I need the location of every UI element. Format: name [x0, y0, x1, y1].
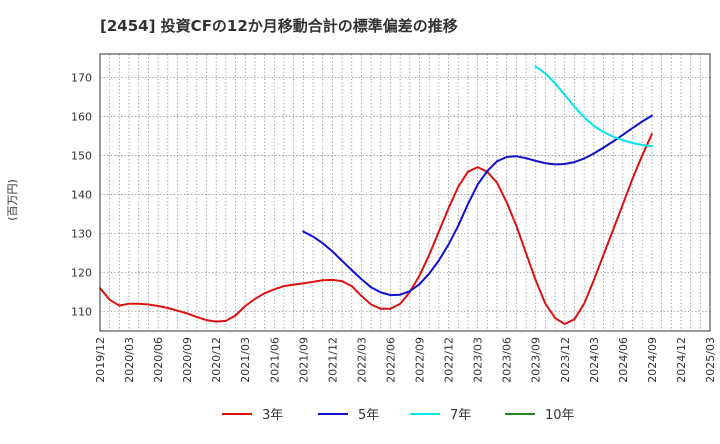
x-tick-label: 2022/09	[414, 337, 427, 383]
y-tick-label: 170	[71, 71, 92, 84]
series-layer	[99, 65, 653, 325]
plot-area	[100, 54, 710, 331]
x-tick-label: 2020/03	[123, 337, 136, 383]
x-tick-label: 2024/12	[675, 337, 688, 383]
series-line-7年	[534, 65, 653, 148]
x-tick-label: 2025/03	[704, 337, 717, 383]
x-tick-label: 2019/12	[94, 337, 107, 383]
legend-label: 5年	[358, 408, 379, 423]
x-tick-label: 2021/09	[297, 337, 310, 383]
grid	[100, 54, 710, 331]
series-line-3年	[99, 133, 653, 325]
x-tick-label: 2020/06	[152, 337, 165, 383]
axis-labels: 110 120 130 140 150 160 170 2019/12 2020/03 2020/…	[71, 71, 717, 382]
y-tick-label: 150	[71, 149, 92, 162]
series-line-5年	[302, 114, 653, 297]
y-tick-label: 110	[71, 305, 92, 318]
x-tick-label: 2024/09	[646, 337, 659, 383]
plot-border	[99, 53, 711, 332]
x-tick-label: 2024/06	[617, 337, 630, 383]
x-tick-label: 2023/09	[530, 337, 543, 383]
x-tick-label: 2024/03	[588, 337, 601, 383]
x-tick-label: 2020/12	[210, 337, 223, 383]
x-tick-label: 2022/06	[384, 337, 397, 383]
legend-label: 10年	[545, 408, 575, 423]
chart-title: [2454] 投資CFの12か月移動合計の標準偏差の推移	[100, 17, 458, 35]
y-tick-label: 160	[71, 110, 92, 123]
y-axis-label: (百万円)	[6, 179, 19, 221]
y-tick-label: 130	[71, 227, 92, 240]
x-tick-label: 2021/06	[268, 337, 281, 383]
x-tick-label: 2020/09	[181, 337, 194, 383]
legend: 3年 5年 7年 10年	[222, 408, 575, 423]
x-tick-label: 2023/12	[559, 337, 572, 383]
x-tick-label: 2023/03	[472, 337, 485, 383]
x-tick-label: 2021/03	[239, 337, 252, 383]
x-tick-label: 2023/06	[501, 337, 514, 383]
y-tick-label: 140	[71, 188, 92, 201]
legend-label: 3年	[262, 408, 283, 423]
legend-label: 7年	[450, 408, 471, 423]
x-tick-label: 2022/03	[355, 337, 368, 383]
y-tick-label: 120	[71, 266, 92, 279]
x-tick-label: 2021/12	[326, 337, 339, 383]
x-tick-label: 2022/12	[443, 337, 456, 383]
